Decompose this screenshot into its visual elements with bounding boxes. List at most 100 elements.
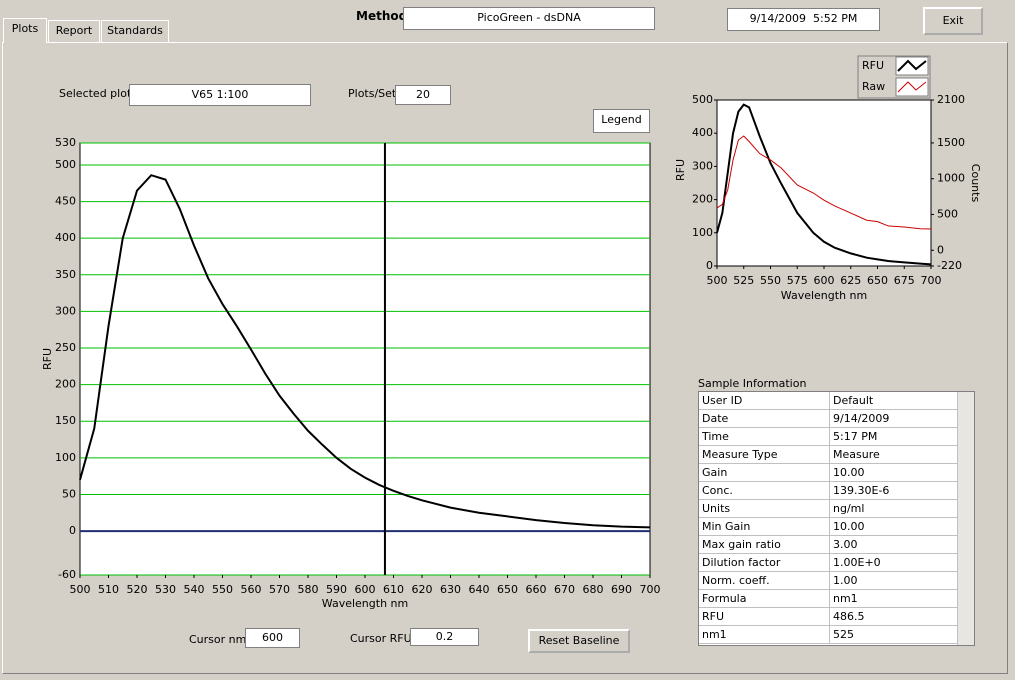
tab-panel (2, 42, 1008, 674)
table-key: Formula (699, 590, 830, 608)
y-tick-label: 500 (55, 158, 76, 171)
x-tick-label: 650 (497, 583, 518, 596)
sample-info-table: User ID Default Date 9/14/2009 Time 5:17 PM Me… (698, 391, 975, 646)
y-tick-label: 400 (55, 231, 76, 244)
x-tick-label: 620 (412, 583, 433, 596)
cursor-nm-label: Cursor nm (189, 633, 247, 646)
exit-button[interactable]: Exit (923, 7, 983, 35)
y2-tick-label: 1500 (937, 136, 965, 149)
table-key: Dilution factor (699, 554, 830, 572)
series-line (79, 174, 651, 529)
table-key: Time (699, 428, 830, 446)
y-tick-label: 150 (55, 414, 76, 427)
plots-per-set-field[interactable]: 20 (395, 85, 451, 105)
table-value: 9/14/2009 (830, 410, 957, 428)
y-axis-label: RFU (674, 159, 687, 181)
table-value: 1.00E+0 (830, 554, 957, 572)
y-tick-label: 200 (692, 193, 713, 206)
y-tick-label: 300 (692, 159, 713, 172)
method-field: PicoGreen - dsDNA (403, 7, 655, 30)
scrollbar[interactable] (957, 392, 974, 645)
table-key: nm1 (699, 626, 830, 644)
x-axis-label: Wavelength nm (322, 597, 408, 610)
y2-tick-label: -220 (937, 259, 962, 272)
plot-area (79, 142, 651, 576)
x-tick-label: 520 (127, 583, 148, 596)
x-tick-label: 500 (707, 274, 728, 287)
x-tick-label: 600 (814, 274, 835, 287)
table-value: ng/ml (830, 500, 957, 518)
table-value: nm1 (830, 590, 957, 608)
table-value: 10.00 (830, 464, 957, 482)
table-key: Measure Type (699, 446, 830, 464)
y-tick-label: -60 (58, 568, 76, 581)
legend-swatch (897, 81, 927, 93)
table-value: Measure (830, 446, 957, 464)
cursor-nm-field[interactable]: 600 (245, 628, 300, 648)
plot-area (716, 99, 932, 267)
y-axis-label: RFU (41, 348, 54, 370)
x-tick-label: 660 (526, 583, 547, 596)
table-value: 139.30E-6 (830, 482, 957, 500)
selected-plot-dropdown[interactable]: V65 1:100 (129, 84, 311, 106)
sample-info-title: Sample Information (698, 377, 807, 390)
method-label: Method (356, 9, 408, 23)
tab[interactable]: Standards (101, 20, 169, 42)
table-value: 3.00 (830, 536, 957, 554)
x-axis-label: Wavelength nm (781, 289, 867, 302)
y2-tick-label: 2100 (937, 93, 965, 106)
y-tick-label: 100 (692, 226, 713, 239)
cursor-rfu-label: Cursor RFU (350, 632, 412, 645)
y-tick-label: 400 (692, 126, 713, 139)
y2-tick-label: 500 (937, 207, 958, 220)
x-tick-label: 530 (155, 583, 176, 596)
x-tick-label: 670 (554, 583, 575, 596)
x-tick-label: 675 (894, 274, 915, 287)
y2-axis-label: Counts (969, 164, 982, 203)
x-tick-label: 650 (867, 274, 888, 287)
table-value: Default (830, 392, 957, 410)
tab[interactable]: Report (48, 20, 100, 42)
legend-swatch-bg (895, 77, 929, 97)
x-tick-label: 525 (733, 274, 754, 287)
selected-plot-label: Selected plot (59, 87, 132, 100)
x-tick-label: 540 (184, 583, 205, 596)
y-tick-label: 530 (55, 136, 76, 149)
series-line (716, 103, 932, 266)
table-value: 5:17 PM (830, 428, 957, 446)
x-tick-label: 680 (583, 583, 604, 596)
x-tick-label: 700 (921, 274, 942, 287)
legend-button[interactable]: Legend (593, 109, 650, 133)
table-key: RFU (699, 608, 830, 626)
table-key: Units (699, 500, 830, 518)
plots-per-set-label: Plots/Set (348, 87, 397, 100)
y2-tick-label: 1000 (937, 172, 965, 185)
x-tick-label: 630 (440, 583, 461, 596)
y-tick-label: 300 (55, 304, 76, 317)
y-tick-label: 50 (62, 487, 76, 500)
reset-baseline-button[interactable]: Reset Baseline (528, 629, 630, 653)
table-key: Min Gain (699, 518, 830, 536)
table-value: 10.00 (830, 518, 957, 536)
table-key: Norm. coeff. (699, 572, 830, 590)
y-tick-label: 0 (706, 259, 713, 272)
y-tick-label: 250 (55, 341, 76, 354)
y-tick-label: 200 (55, 378, 76, 391)
cursor-rfu-field: 0.2 (410, 628, 479, 646)
legend-swatch (897, 59, 927, 72)
x-tick-label: 690 (611, 583, 632, 596)
table-value: 525 (830, 626, 957, 644)
x-tick-label: 575 (787, 274, 808, 287)
table-key: Date (699, 410, 830, 428)
table-key: User ID (699, 392, 830, 410)
y2-tick-label: 0 (937, 243, 944, 256)
table-key: Conc. (699, 482, 830, 500)
series-line (716, 135, 932, 230)
x-tick-label: 580 (298, 583, 319, 596)
x-tick-label: 610 (383, 583, 404, 596)
table-key: Max gain ratio (699, 536, 830, 554)
y-tick-label: 500 (692, 93, 713, 106)
tab[interactable]: Plots (3, 18, 47, 43)
